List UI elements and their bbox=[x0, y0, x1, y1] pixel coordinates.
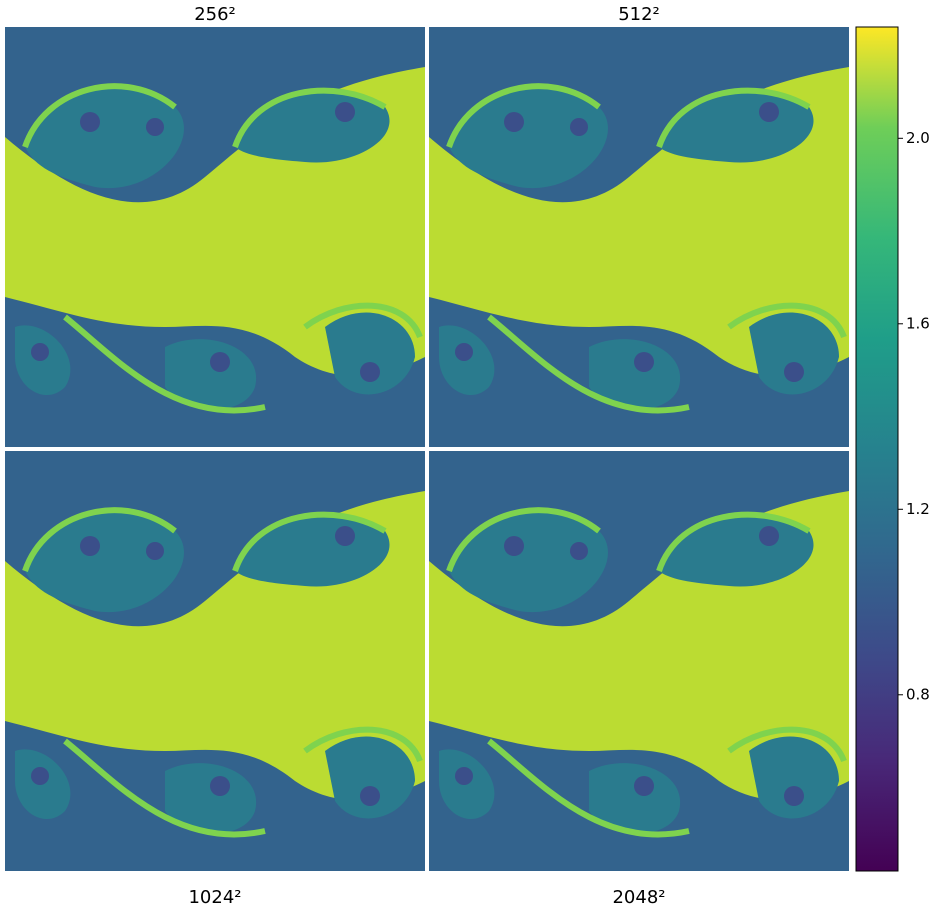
colorbar-tick-label: 2.0 bbox=[906, 129, 930, 147]
colorbar-tick-label: 1.2 bbox=[906, 500, 930, 518]
panel-image bbox=[429, 27, 849, 447]
colorbar bbox=[855, 26, 899, 872]
panel-title: 1024² bbox=[188, 887, 241, 908]
panel-image bbox=[5, 27, 425, 447]
panel-image bbox=[429, 451, 849, 871]
panel-title: 512² bbox=[618, 4, 660, 25]
panel-image bbox=[5, 451, 425, 871]
panel-title: 256² bbox=[194, 4, 236, 25]
panel-title: 2048² bbox=[612, 887, 665, 908]
colorbar-tick-label: 0.8 bbox=[906, 685, 930, 703]
colorbar-tick-label: 1.6 bbox=[906, 314, 930, 332]
